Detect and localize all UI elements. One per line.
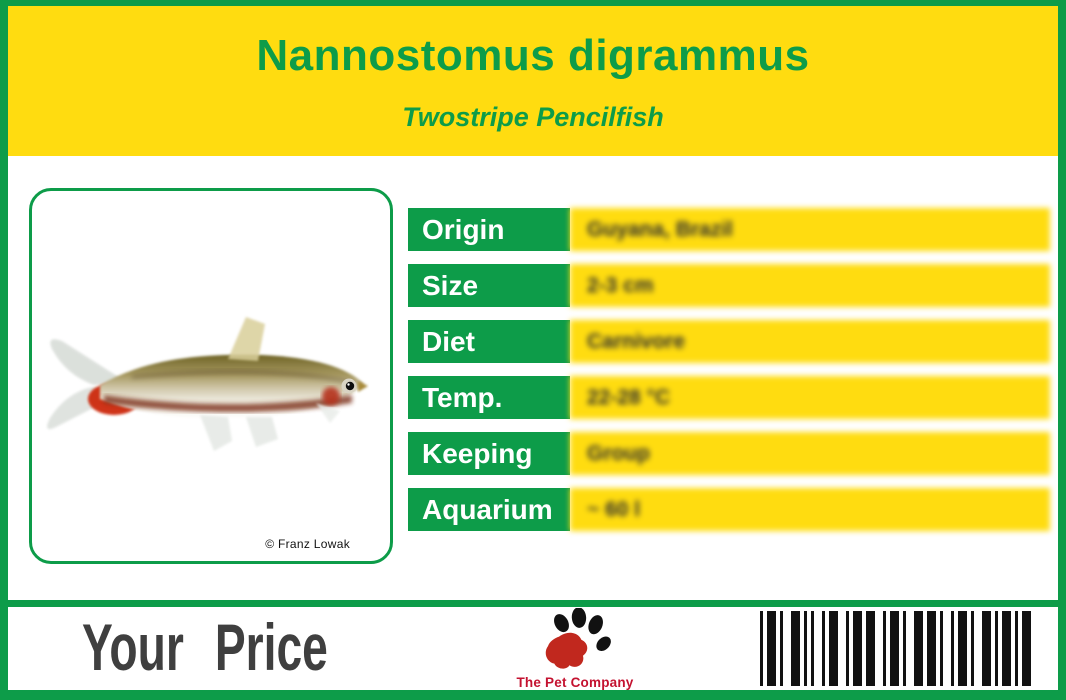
barcode [760, 611, 1032, 686]
spec-label: Diet [408, 320, 570, 363]
spec-value-blurred: 2-3 cm [570, 264, 1050, 307]
paw-icon [545, 607, 611, 669]
footer-panel: Your Price The Pet Company [8, 607, 1058, 690]
brand-name: The Pet Company [516, 675, 634, 690]
header-panel: Nannostomus digrammus Twostripe Pencilfi… [8, 6, 1058, 156]
spec-value-blurred: Group [570, 432, 1050, 475]
spec-table: Origin Guyana, Brazil Size 2-3 cm Diet C… [408, 208, 1050, 544]
spec-row-aquarium: Aquarium ~ 60 l [408, 488, 1050, 531]
fish-photo-icon [47, 317, 368, 451]
body-panel: © Franz Lowak Origin Guyana, Brazil Size… [8, 156, 1058, 600]
spec-row-keeping: Keeping Group [408, 432, 1050, 475]
photo-credit: © Franz Lowak [265, 537, 350, 551]
brand-logo: The Pet Company [516, 607, 634, 690]
spec-row-diet: Diet Carnivore [408, 320, 1050, 363]
spec-label: Origin [408, 208, 570, 251]
spec-row-origin: Origin Guyana, Brazil [408, 208, 1050, 251]
spec-row-temp: Temp. 22-28 °C [408, 376, 1050, 419]
common-name: Twostripe Pencilfish [402, 102, 664, 132]
scientific-name: Nannostomus digrammus [256, 31, 810, 80]
photo-card: © Franz Lowak [29, 188, 393, 564]
spec-value-blurred: 22-28 °C [570, 376, 1050, 419]
spec-label: Keeping [408, 432, 570, 475]
spec-value-blurred: ~ 60 l [570, 488, 1050, 531]
spec-label: Temp. [408, 376, 570, 419]
spec-label: Aquarium [408, 488, 570, 531]
spec-label: Size [408, 264, 570, 307]
spec-value-blurred: Carnivore [570, 320, 1050, 363]
spec-value-blurred: Guyana, Brazil [570, 208, 1050, 251]
price-label: Your Price [82, 610, 328, 684]
spec-row-size: Size 2-3 cm [408, 264, 1050, 307]
